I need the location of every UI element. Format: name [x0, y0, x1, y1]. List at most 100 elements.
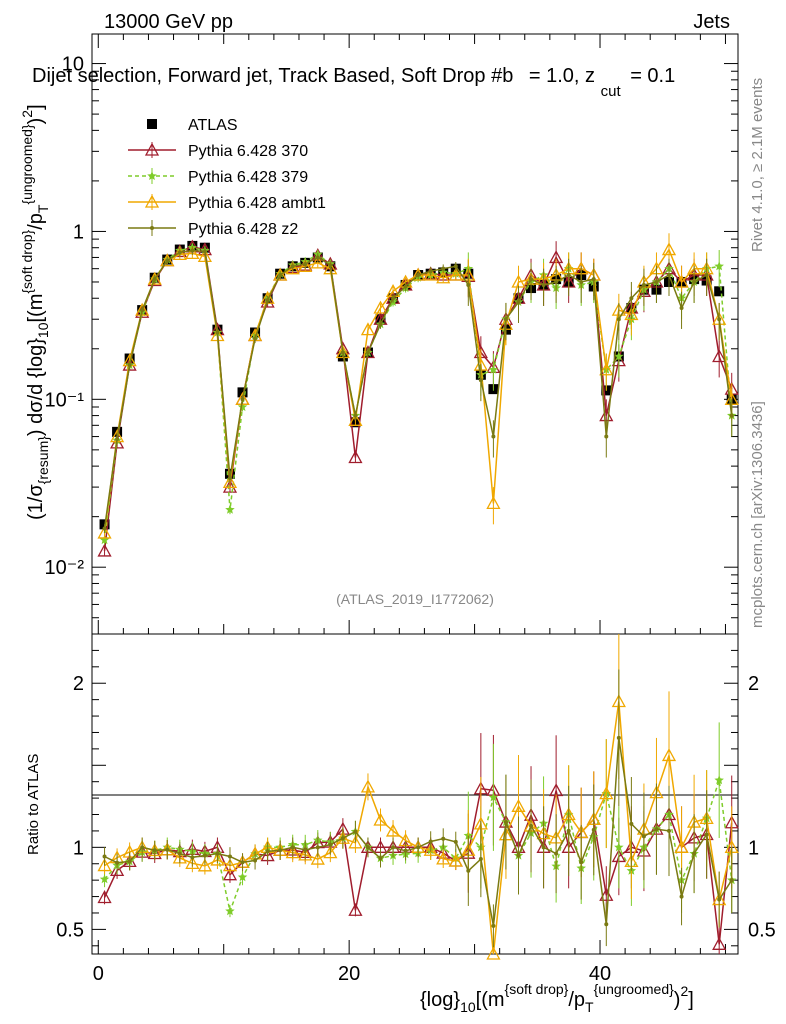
point-4 — [566, 273, 571, 278]
ratio-point-4 — [403, 848, 408, 853]
ratio-point-1 — [348, 902, 363, 916]
x-tick-label: 0 — [93, 963, 104, 985]
ratio-point-4 — [654, 827, 659, 832]
point-3 — [160, 253, 175, 267]
point-4 — [340, 350, 345, 355]
ratio-point-4 — [692, 851, 697, 856]
point-4 — [240, 397, 245, 402]
ratio-point-3 — [674, 839, 689, 853]
x-axis-label: {log}10[(m{soft drop}/pT{ungroomed})2] — [420, 981, 694, 1015]
ratio-point-4 — [253, 858, 258, 863]
point-3 — [661, 242, 677, 256]
legend-marker — [144, 194, 160, 208]
point-3 — [436, 270, 451, 284]
y-tick-label-ratio-right: 2 — [748, 673, 759, 695]
legend-label: Pythia 6.428 379 — [188, 169, 308, 186]
point-4 — [378, 322, 383, 327]
ratio-point-3 — [310, 851, 325, 865]
y-tick-label-ratio-right: 0.5 — [748, 919, 776, 941]
y-tick-label-ratio: 2 — [73, 673, 84, 695]
legend: ATLAS Pythia 6.428 370 Pythia 6.428 379 Pyt… — [128, 117, 326, 238]
ratio-point-3 — [185, 855, 200, 869]
point-4 — [391, 296, 396, 301]
ratio-point-4 — [303, 847, 308, 852]
ratio-point-2 — [99, 874, 110, 884]
ratio-point-3 — [348, 835, 363, 849]
ratio-point-3 — [210, 852, 225, 866]
ratio-point-4 — [591, 827, 596, 832]
ratio-point-4 — [441, 836, 446, 841]
ratio-point-4 — [566, 828, 571, 833]
plot-title-main: Dijet selection, Forward jet, Track Base… — [32, 65, 513, 87]
y-tick-label-main: 1 — [73, 221, 84, 243]
legend-marker — [147, 171, 157, 180]
point-4 — [416, 273, 421, 278]
y-tick-label-main: 10 — [62, 54, 84, 76]
point-3 — [147, 271, 162, 285]
series-line-4 — [103, 249, 733, 529]
point-4 — [303, 261, 308, 266]
point-0 — [714, 286, 725, 297]
ratio-point-4 — [679, 894, 684, 899]
category-label: Jets — [693, 11, 730, 33]
ratio-point-4 — [140, 845, 145, 850]
ratio-point-1 — [109, 863, 125, 877]
axis-ticks — [92, 34, 738, 954]
point-4 — [202, 249, 207, 254]
ratio-point-4 — [516, 853, 521, 858]
ratio-point-4 — [265, 849, 270, 854]
point-4 — [190, 248, 195, 253]
ratio-point-1 — [712, 936, 727, 950]
point-4 — [579, 279, 584, 284]
ratio-point-4 — [541, 845, 546, 850]
ratio-point-4 — [290, 845, 295, 850]
ratio-point-4 — [529, 823, 534, 828]
ratio-point-4 — [365, 845, 370, 850]
point-4 — [616, 317, 621, 322]
point-1 — [712, 349, 727, 363]
point-1 — [260, 294, 275, 308]
point-4 — [729, 413, 734, 418]
point-3 — [222, 475, 238, 489]
ratio-point-4 — [315, 845, 320, 850]
point-4 — [491, 434, 496, 439]
ratio-point-4 — [177, 851, 182, 856]
y-axis-label-ratio: Ratio to ATLAS — [25, 754, 42, 855]
ratio-point-3 — [285, 845, 300, 859]
point-4 — [102, 526, 107, 531]
analysis-watermark: (ATLAS_2019_I1772062) — [336, 591, 494, 607]
point-4 — [554, 279, 559, 284]
point-4 — [667, 273, 672, 278]
ratio-line-4 — [104, 737, 733, 926]
point-3 — [135, 302, 150, 316]
ratio-point-2 — [714, 775, 724, 785]
y-tick-label-ratio: 0.5 — [56, 919, 84, 941]
point-4 — [441, 266, 446, 271]
point-3 — [310, 255, 325, 269]
point-4 — [704, 273, 709, 278]
point-4 — [453, 264, 458, 269]
y-tick-label-ratio: 1 — [73, 837, 84, 859]
point-3 — [486, 496, 501, 510]
point-2 — [237, 402, 248, 411]
ratio-point-4 — [667, 828, 672, 833]
ratio-point-4 — [478, 857, 483, 862]
ratio-point-4 — [729, 878, 734, 883]
ratio-point-3 — [298, 847, 313, 861]
plot-title-tail: = 0.1 — [630, 65, 675, 87]
ratio-point-4 — [428, 839, 433, 844]
point-3 — [197, 249, 212, 263]
ratio-line-3 — [104, 701, 733, 955]
ratio-point-4 — [278, 848, 283, 853]
point-4 — [541, 282, 546, 287]
ratio-point-4 — [127, 859, 132, 864]
point-4 — [403, 284, 408, 289]
ratio-point-2 — [225, 906, 235, 916]
ratio-point-4 — [717, 897, 722, 902]
legend-marker — [144, 142, 160, 156]
point-2 — [488, 364, 499, 374]
ratio-point-3 — [511, 798, 526, 812]
energy-label: 13000 GeV pp — [104, 11, 233, 33]
legend-label: Pythia 6.428 z2 — [188, 221, 298, 238]
